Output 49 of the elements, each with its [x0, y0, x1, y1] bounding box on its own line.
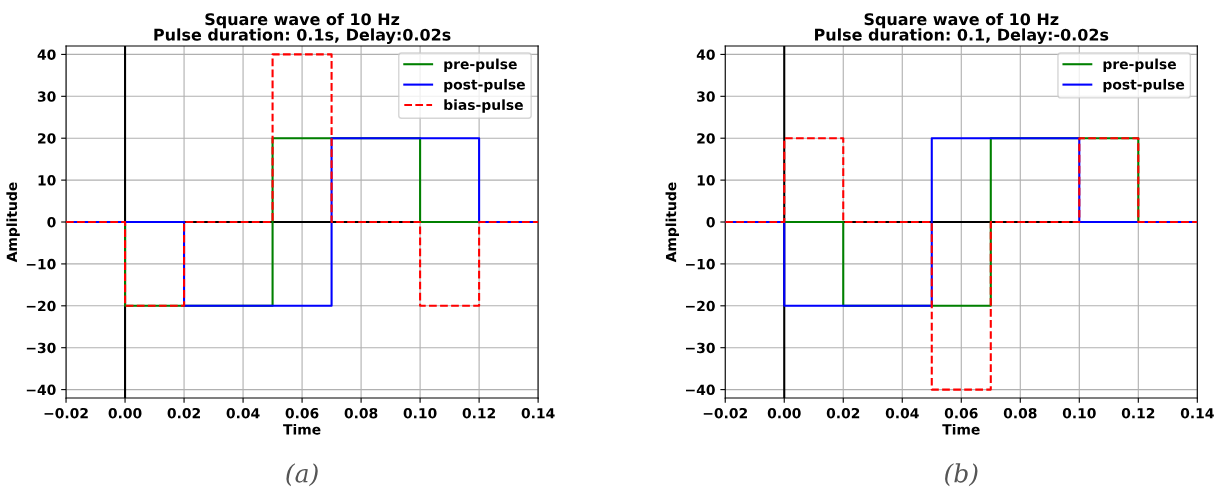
- legend-label: post-pulse: [444, 78, 525, 93]
- x-tick-label: 0.06: [944, 407, 978, 419]
- text: (a): [286, 463, 318, 487]
- x-tick-label: 0.08: [1003, 407, 1037, 419]
- x-tick-label: 0.10: [1062, 407, 1096, 419]
- chart-title: Square wave of 10 Hz Pulse duration: 0.1s, Delay:0.02s: [154, 12, 451, 44]
- x-tick-label: −0.02: [44, 407, 88, 419]
- x-tick-label: 0.00: [767, 407, 801, 419]
- y-tick-label: 20: [38, 133, 56, 144]
- y-tick-label: 10: [697, 175, 715, 186]
- y-tick-label: 0: [706, 216, 715, 228]
- x-tick-label: 0.02: [826, 407, 860, 419]
- text: (b): [945, 463, 978, 487]
- x-tick-label: 0.06: [285, 407, 319, 419]
- y-tick-label: 30: [37, 91, 56, 102]
- y-tick-label: 10: [38, 175, 56, 186]
- x-tick-label: 0.08: [344, 407, 378, 419]
- legend-label: post-pulse: [1103, 78, 1185, 93]
- y-tick-label: −10: [686, 258, 715, 270]
- x-tick-label: 0.04: [885, 407, 919, 419]
- x-tick-label: 0.04: [226, 407, 260, 419]
- x-axis-title: Time: [942, 423, 980, 435]
- chart-title: Square wave of 10 Hz Pulse duration: 0.1, Delay:-0.02s: [815, 12, 1109, 44]
- x-tick-label: 0.12: [1121, 407, 1155, 419]
- legend-label: pre-pulse: [1103, 58, 1176, 72]
- y-tick-label: −40: [26, 384, 56, 396]
- y-tick-label: 40: [696, 49, 715, 60]
- x-tick-label: 0.14: [1180, 407, 1214, 419]
- y-axis-title: Amplitude: [6, 182, 20, 263]
- legend-label: bias-pulse: [444, 99, 523, 113]
- y-tick-label: 30: [697, 91, 715, 102]
- x-axis-title: Time: [283, 423, 321, 435]
- legend-label: pre-pulse: [444, 58, 517, 72]
- y-tick-label: −20: [686, 300, 715, 312]
- y-axis-title: Amplitude: [665, 182, 679, 263]
- y-tick-label: 0: [47, 216, 56, 228]
- y-tick-label: −30: [26, 342, 56, 354]
- y-tick-label: 20: [697, 133, 715, 144]
- x-tick-label: 0.10: [403, 407, 437, 419]
- y-tick-label: −40: [686, 384, 715, 396]
- x-tick-label: 0.00: [108, 407, 142, 419]
- x-tick-label: 0.12: [462, 407, 496, 419]
- y-tick-label: −20: [26, 300, 56, 312]
- x-tick-label: −0.02: [703, 407, 747, 419]
- y-tick-label: −10: [26, 258, 56, 270]
- y-tick-label: 40: [37, 49, 56, 60]
- x-tick-label: 0.02: [167, 407, 200, 419]
- x-tick-label: 0.14: [521, 407, 555, 419]
- y-tick-label: −30: [686, 342, 715, 354]
